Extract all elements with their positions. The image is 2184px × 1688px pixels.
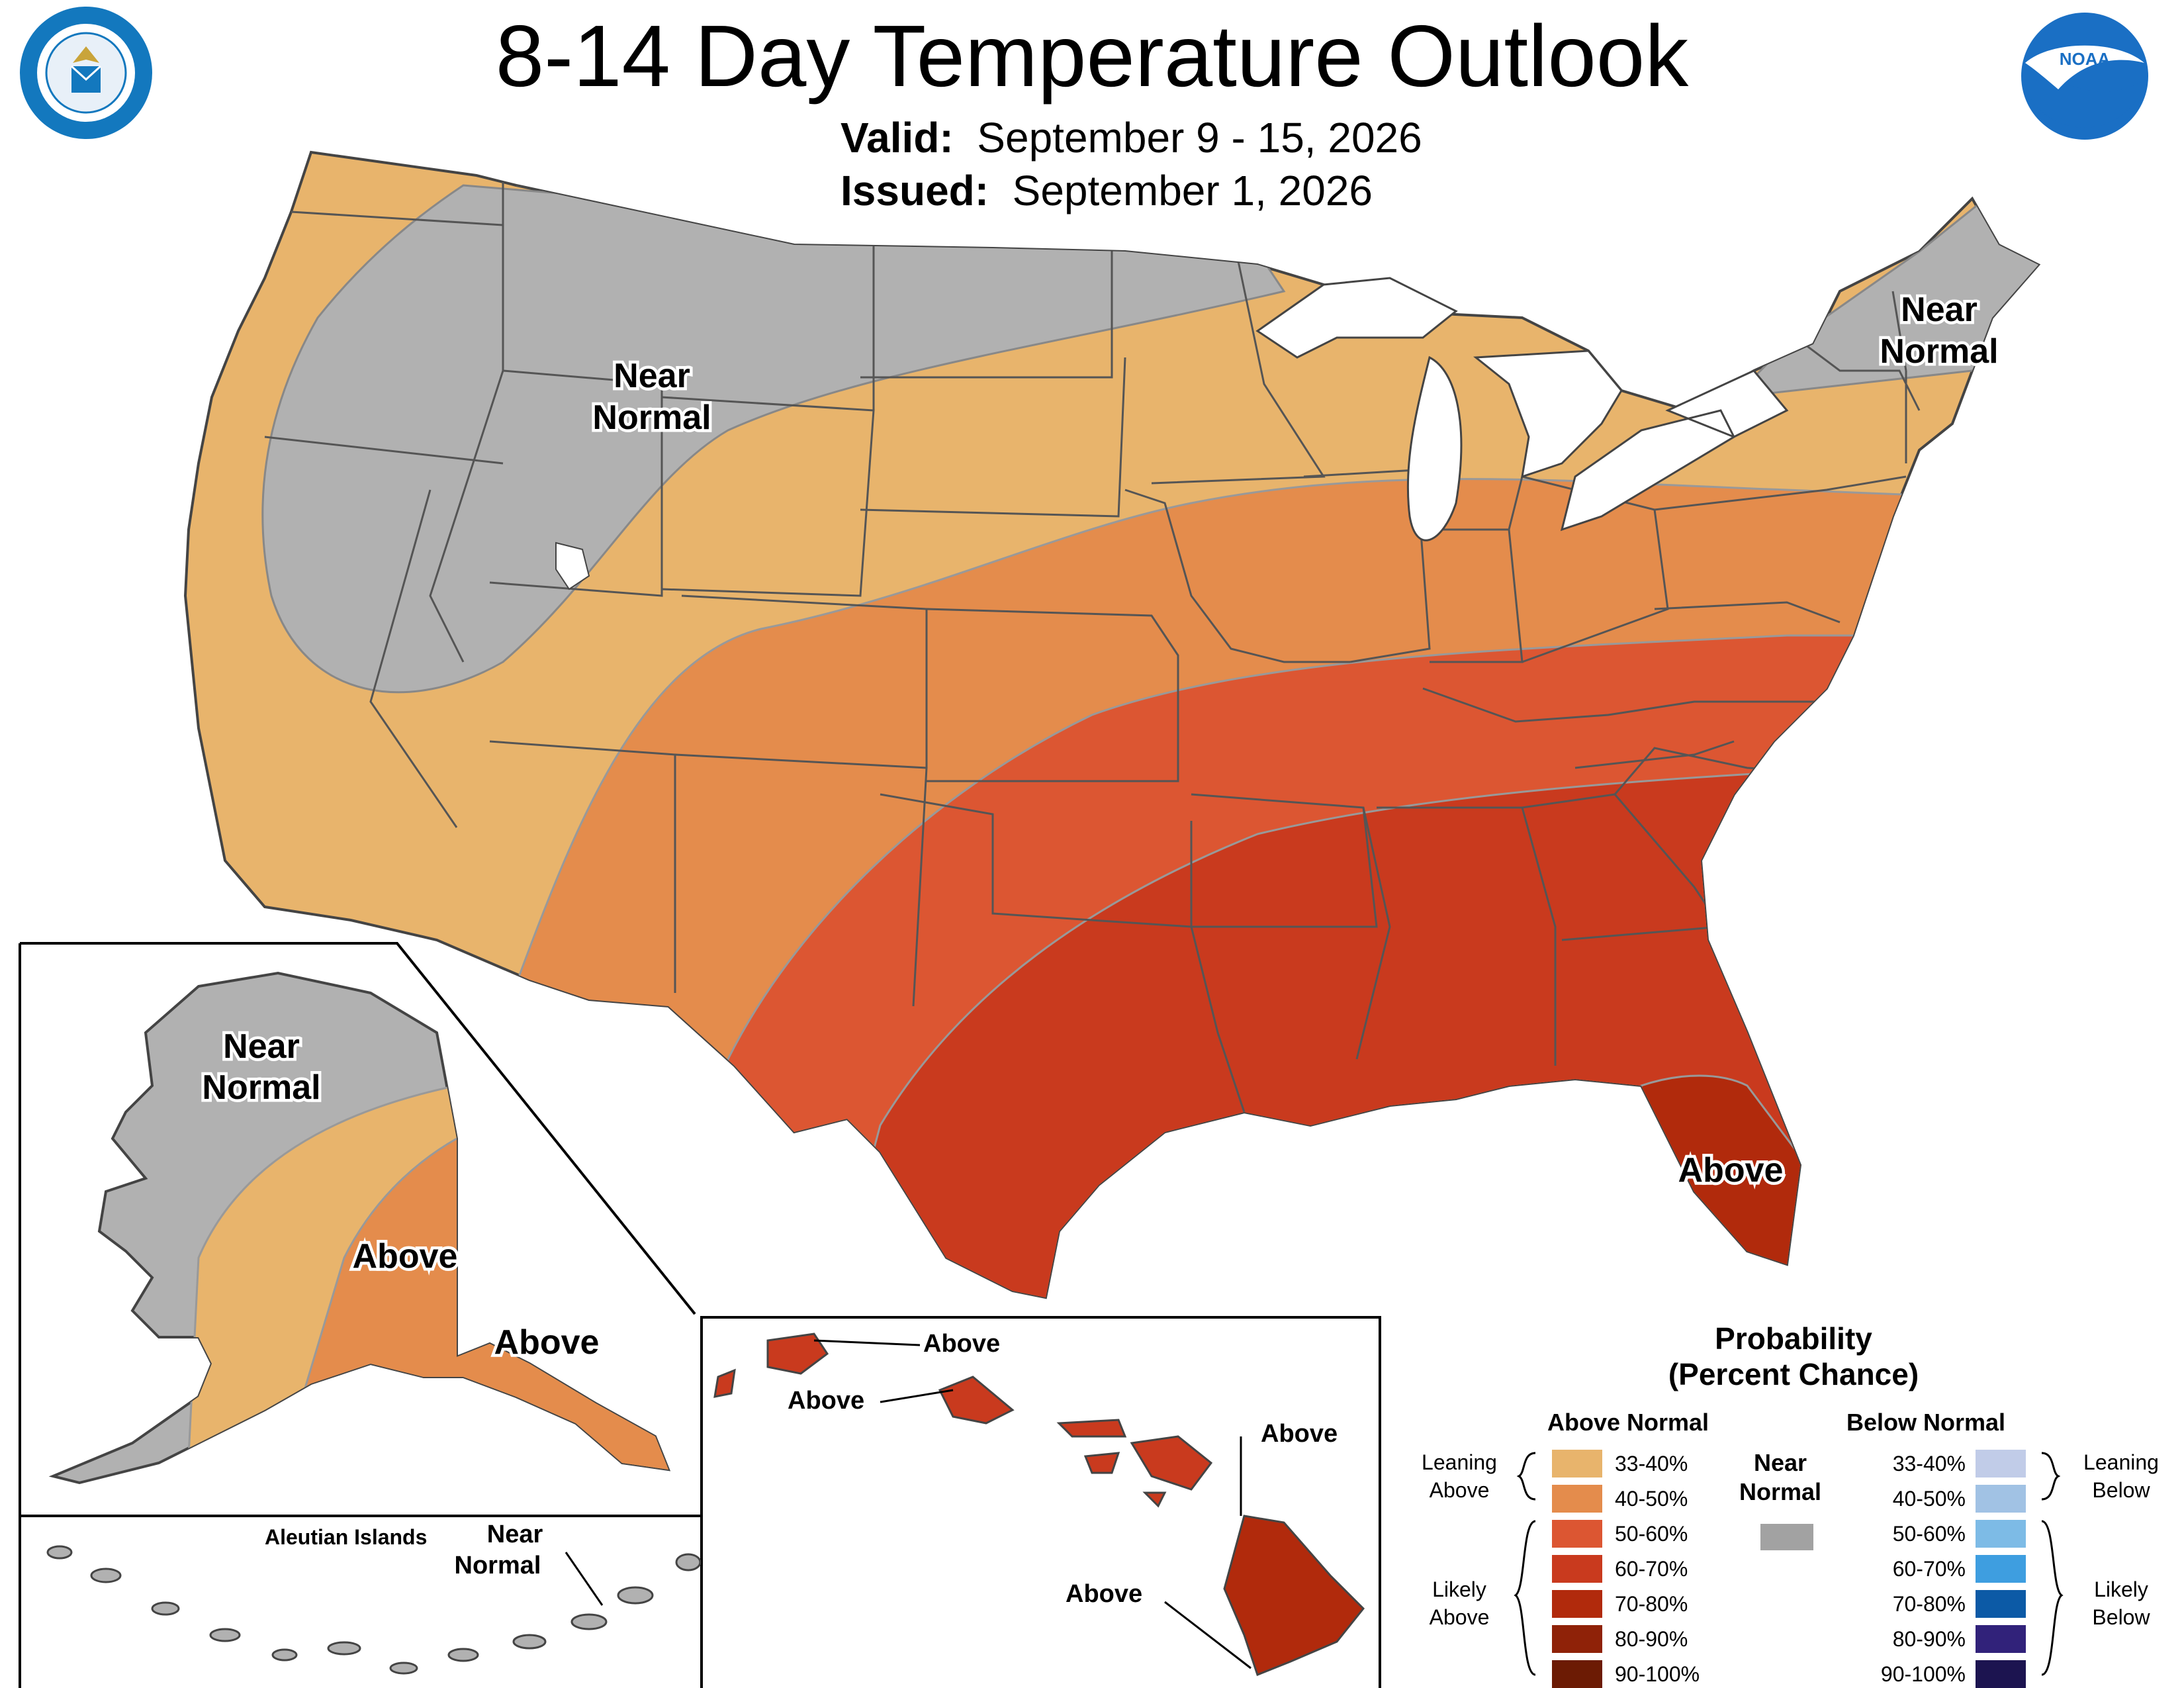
below-range-label: 70-80%: [1892, 1592, 1966, 1616]
leaning-above-line1: Leaning: [1422, 1450, 1497, 1474]
ak-above-label-1: Above: [353, 1237, 458, 1276]
near-head-line2: Normal: [1739, 1478, 1822, 1505]
hawaii-inset: Above Above Above Above: [713, 1330, 1365, 1676]
hi-above-label-2: Above: [788, 1387, 864, 1415]
commerce-seal: [20, 7, 152, 139]
below-swatch: [1976, 1450, 2026, 1477]
great-salt-lake: [555, 541, 590, 590]
likely-below-line1: Likely: [2094, 1577, 2148, 1601]
aleutian-near-2: Normal: [455, 1552, 541, 1579]
above-range-label: 90-100%: [1615, 1662, 1700, 1686]
legend-title-line1: Probability: [1715, 1321, 1872, 1356]
map-title: 8-14 Day Temperature Outlook: [495, 7, 1689, 105]
state-boundaries: [264, 179, 1921, 1113]
above-swatch: [1552, 1555, 1602, 1583]
great-lakes: [1255, 277, 1789, 541]
valid-line: Valid: September 9 - 15, 2026: [841, 114, 1422, 162]
above-range-label: 80-90%: [1615, 1627, 1688, 1651]
noaa-logo-text: NOAA: [2060, 49, 2111, 69]
likely-above-label: Likely Above: [1410, 1575, 1509, 1631]
ne-near-label-1: Near: [1901, 291, 1978, 329]
ak-near-label-1: Near: [223, 1027, 300, 1066]
likely-below-line2: Below: [2092, 1605, 2150, 1629]
below-swatch: [1976, 1485, 2026, 1513]
legend-title-line2: (Percent Chance): [1668, 1357, 1919, 1391]
above-swatch: [1552, 1450, 1602, 1477]
aleutian-title: Aleutian Islands: [265, 1525, 427, 1549]
below-swatch: [1976, 1590, 2026, 1618]
likely-above-line2: Above: [1429, 1605, 1490, 1629]
below-normal-header: Below Normal: [1846, 1409, 2006, 1436]
above-range-label: 40-50%: [1615, 1487, 1688, 1511]
leaning-above-label: Leaning Above: [1410, 1448, 1509, 1504]
issued-line: Issued: September 1, 2026: [841, 167, 1373, 214]
near-head-line1: Near: [1753, 1449, 1807, 1476]
leaning-below-line1: Leaning: [2083, 1450, 2159, 1474]
hi-above-label-3: Above: [1261, 1420, 1338, 1448]
below-range-label: 60-70%: [1892, 1557, 1966, 1581]
valid-dates: September 9 - 15, 2026: [977, 114, 1422, 162]
legend-title: Probability (Percent Chance): [1615, 1321, 1972, 1392]
ne-near-label-2: Normal: [1880, 332, 1998, 371]
below-swatch: [1976, 1520, 2026, 1548]
below-range-label: 80-90%: [1892, 1627, 1966, 1651]
above-swatch: [1552, 1625, 1602, 1653]
leaning-below-line2: Below: [2092, 1478, 2150, 1502]
ak-near-label-2: Normal: [202, 1068, 320, 1107]
leaning-above-line2: Above: [1429, 1478, 1490, 1502]
above-range-label: 33-40%: [1615, 1452, 1688, 1476]
below-range-label: 33-40%: [1892, 1452, 1966, 1476]
issued-date: September 1, 2026: [1012, 167, 1373, 214]
near-normal-northwest: [261, 184, 1286, 694]
below-swatch: [1976, 1625, 2026, 1653]
above-normal-header: Above Normal: [1547, 1409, 1709, 1436]
below-range-label: 50-60%: [1892, 1522, 1966, 1546]
below-range-label: 40-50%: [1892, 1487, 1966, 1511]
below-swatch: [1976, 1555, 2026, 1583]
above-swatch: [1552, 1590, 1602, 1618]
near-normal-northeast: [1731, 197, 2038, 399]
below-range-label: 90-100%: [1880, 1662, 1966, 1686]
aleutian-islands: [46, 1545, 702, 1675]
near-normal-header: Near Normal: [1734, 1448, 1827, 1507]
leaning-below-label: Leaning Below: [2071, 1448, 2171, 1504]
above-swatch: [1552, 1520, 1602, 1548]
above-range-label: 60-70%: [1615, 1557, 1688, 1581]
noaa-logo: NOAA: [2021, 13, 2148, 140]
ak-above-label-2: Above: [494, 1323, 600, 1362]
west-near-label-2: Normal: [592, 399, 711, 437]
aleutian-near-1: Near: [487, 1521, 543, 1548]
above-range-label: 50-60%: [1615, 1522, 1688, 1546]
florida-above-label: Above: [1678, 1151, 1784, 1190]
valid-label: Valid:: [841, 114, 954, 162]
west-near-label-1: Near: [614, 357, 690, 395]
hi-above-label-4: Above: [1066, 1580, 1142, 1608]
likely-below-label: Likely Below: [2071, 1575, 2171, 1631]
above-swatch: [1552, 1485, 1602, 1513]
near-normal-swatch: [1760, 1524, 1813, 1550]
above-swatch: [1552, 1660, 1602, 1688]
issued-label: Issued:: [841, 167, 989, 214]
below-swatch: [1976, 1660, 2026, 1688]
likely-above-line1: Likely: [1432, 1577, 1486, 1601]
hi-above-label-1: Above: [923, 1330, 1000, 1358]
above-range-label: 70-80%: [1615, 1592, 1688, 1616]
